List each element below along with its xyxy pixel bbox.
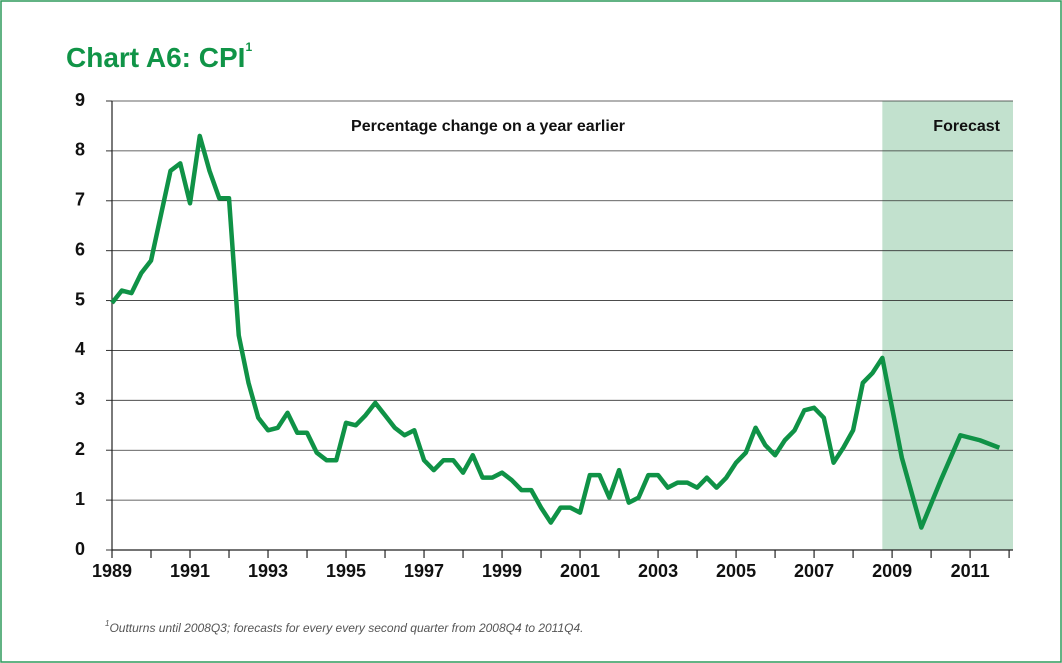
x-tick-label: 1997 [404, 561, 444, 581]
x-tick-label: 2007 [794, 561, 834, 581]
x-tick-label: 2009 [872, 561, 912, 581]
footnote-marker: 1 [105, 619, 109, 628]
footnote-text: Outturns until 2008Q3; forecasts for eve… [109, 621, 583, 635]
title-note: 1 [245, 40, 252, 54]
x-tick-label: 1995 [326, 561, 366, 581]
y-tick-label: 0 [75, 539, 85, 559]
forecast-region [882, 101, 1013, 550]
x-tick-label: 2011 [951, 561, 990, 581]
y-tick-label: 5 [75, 289, 85, 309]
y-tick-label: 2 [75, 439, 85, 459]
forecast-label: Forecast [933, 118, 1000, 135]
y-tick-label: 9 [75, 90, 85, 110]
y-tick-label: 7 [75, 190, 85, 210]
cpi-line [110, 133, 1001, 530]
x-tick-label: 1989 [92, 561, 132, 581]
x-tick-label: 1999 [482, 561, 522, 581]
chart-title: Chart A6: CPI1 [66, 40, 252, 73]
y-tick-label: 1 [75, 489, 85, 509]
x-tick-label: 2001 [560, 561, 600, 581]
x-tick-label: 1993 [248, 561, 288, 581]
annotation: Percentage change on a year earlier [351, 118, 625, 135]
y-tick-label: 8 [75, 140, 85, 160]
footnote: 1Outturns until 2008Q3; forecasts for ev… [105, 619, 583, 635]
y-tick-label: 4 [75, 339, 85, 359]
y-tick-label: 6 [75, 239, 85, 259]
x-tick-label: 2003 [638, 561, 678, 581]
title-text: Chart A6: CPI [66, 42, 245, 73]
y-tick-label: 3 [75, 389, 85, 409]
x-tick-label: 2005 [716, 561, 756, 581]
x-tick-label: 1991 [170, 561, 210, 581]
